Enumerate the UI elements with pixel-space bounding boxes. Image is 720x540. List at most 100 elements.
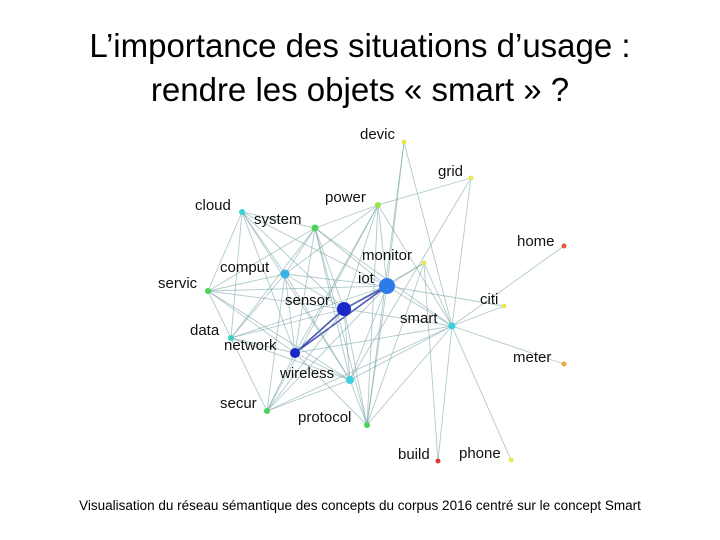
- node-label-phone: phone: [459, 445, 501, 462]
- edge-sensor-data: [230, 308, 345, 339]
- edge-iot-smart: [386, 285, 453, 327]
- edge-iot-secur: [266, 285, 388, 412]
- figure-caption: Visualisation du réseau sémantique des c…: [79, 498, 641, 513]
- node-label-power: power: [325, 189, 366, 206]
- edge-smart-devic: [403, 141, 453, 327]
- node-label-network: network: [224, 337, 277, 354]
- node-build: [435, 458, 441, 464]
- edge-sensor-protocol: [343, 308, 368, 426]
- network-nodes: [205, 139, 567, 464]
- node-monitor: [421, 260, 427, 266]
- node-label-iot: iot: [358, 270, 375, 287]
- edge-monitor-protocol: [366, 262, 425, 426]
- edge-sensor-comput: [284, 273, 345, 310]
- node-label-secur: secur: [220, 395, 257, 412]
- edge-network-power: [294, 204, 379, 354]
- node-phone: [508, 457, 514, 463]
- node-home: [561, 243, 567, 249]
- slide-title: L’importance des situations d’usage : re…: [0, 24, 720, 112]
- node-label-sensor: sensor: [285, 292, 330, 309]
- edge-servic-data: [207, 290, 232, 339]
- edge-power-grid: [377, 177, 472, 206]
- node-label-smart: smart: [400, 310, 438, 327]
- node-label-cloud: cloud: [195, 197, 231, 214]
- node-citi: [501, 303, 507, 309]
- edge-network-comput: [284, 273, 296, 354]
- edge-smart-build: [437, 325, 453, 462]
- edge-iot-wireless: [349, 285, 388, 381]
- node-label-protocol: protocol: [298, 409, 351, 426]
- node-label-build: build: [398, 446, 430, 463]
- edge-sensor-secur: [266, 308, 345, 412]
- node-data: [228, 335, 234, 341]
- node-label-monitor: monitor: [362, 247, 412, 264]
- edge-monitor-build: [423, 262, 439, 462]
- edge-smart-power: [377, 204, 453, 327]
- node-label-meter: meter: [513, 349, 551, 366]
- edge-smart-secur: [266, 325, 453, 412]
- node-power: [375, 202, 381, 208]
- edge-system-servic: [207, 227, 316, 292]
- edge-sensor-system: [314, 227, 345, 310]
- edge-grid-wireless: [349, 177, 472, 381]
- edge-smart-phone: [451, 325, 512, 461]
- edge-iot-power: [377, 204, 388, 287]
- node-label-citi: citi: [480, 291, 498, 308]
- edge-system-power: [314, 204, 379, 229]
- title-line-1: L’importance des situations d’usage :: [89, 27, 631, 64]
- node-protocol: [364, 422, 370, 428]
- edge-sensor-cloud: [241, 211, 345, 310]
- edge-wireless-smart: [349, 325, 453, 381]
- edge-network-system: [294, 227, 316, 354]
- edge-smart-meter: [451, 325, 565, 365]
- edge-wireless-secur: [266, 379, 351, 412]
- node-iot: [379, 278, 395, 294]
- node-label-servic: servic: [158, 275, 198, 292]
- edge-cloud-wireless: [241, 211, 351, 381]
- title-line-2: rendre les objets « smart » ?: [150, 71, 570, 108]
- edge-data-wireless: [230, 337, 351, 381]
- edge-smart-system: [314, 227, 453, 327]
- edge-iot-data: [230, 285, 388, 339]
- node-cloud: [239, 209, 245, 215]
- edge-iot-cloud: [241, 211, 388, 287]
- edge-cloud-servic: [207, 211, 243, 292]
- edge-data-secur: [230, 337, 268, 412]
- edge-smart-monitor: [423, 262, 453, 327]
- edge-network-secur: [266, 352, 296, 412]
- edge-sensor-smart: [343, 308, 453, 327]
- edge-network-servic: [207, 290, 296, 354]
- edge-comput-servic: [207, 273, 286, 292]
- edge-iot-servic: [207, 285, 388, 292]
- edge-smart-citi: [451, 305, 505, 327]
- node-label-system: system: [254, 211, 302, 228]
- edge-iot-system: [314, 227, 388, 287]
- edge-power-protocol: [366, 204, 379, 426]
- edge-network-wireless: [294, 352, 351, 381]
- node-system: [311, 224, 319, 232]
- edge-comput-secur: [266, 273, 286, 412]
- node-label-home: home: [517, 233, 555, 250]
- edge-servic-wireless: [207, 290, 351, 381]
- edge-cloud-system: [241, 211, 316, 229]
- edge-network-data: [230, 337, 296, 354]
- edge-cloud-data: [230, 211, 243, 339]
- node-wireless: [346, 376, 354, 384]
- edge-comput-system: [284, 227, 316, 275]
- edge-comput-data: [230, 273, 286, 339]
- node-comput: [280, 269, 290, 279]
- edge-network-smart: [294, 325, 453, 354]
- edge-network-cloud: [241, 211, 296, 354]
- edge-smart-grid: [451, 177, 472, 327]
- node-meter: [561, 361, 567, 367]
- node-label-devic: devic: [360, 126, 396, 143]
- node-label-data: data: [190, 322, 220, 339]
- node-grid: [468, 175, 474, 181]
- edge-wireless-protocol: [349, 379, 368, 426]
- edge-system-protocol: [314, 227, 368, 426]
- node-label-wireless: wireless: [279, 365, 334, 382]
- edge-power-secur: [266, 204, 379, 412]
- network-edges: [207, 141, 565, 462]
- node-secur: [264, 408, 270, 414]
